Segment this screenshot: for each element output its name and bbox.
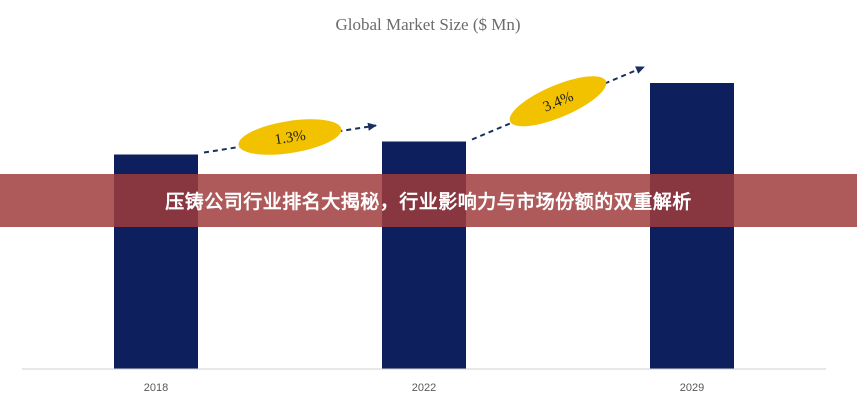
growth-badge-1: 1.3% bbox=[238, 119, 342, 155]
growth-annotations: 1.3% 3.4% bbox=[203, 66, 645, 155]
growth-ellipse-1 bbox=[238, 119, 342, 155]
growth-arrow-1 bbox=[203, 122, 377, 154]
growth-ellipse-2 bbox=[509, 76, 607, 127]
growth-label-1: 1.3% bbox=[273, 128, 306, 149]
chart-title: Global Market Size ($ Mn) bbox=[335, 15, 520, 34]
growth-badge-2: 3.4% bbox=[509, 76, 607, 127]
x-tick-label-2029: 2029 bbox=[680, 382, 704, 394]
x-tick-label-2018: 2018 bbox=[144, 382, 168, 394]
x-tick-label-2022: 2022 bbox=[412, 382, 436, 394]
banner-text: 压铸公司行业排名大揭秘，行业影响力与市场份额的双重解析 bbox=[165, 191, 692, 213]
tick-labels: 2018 2022 2029 bbox=[144, 382, 704, 394]
title-banner: 压铸公司行业排名大揭秘，行业影响力与市场份额的双重解析 bbox=[0, 174, 857, 227]
